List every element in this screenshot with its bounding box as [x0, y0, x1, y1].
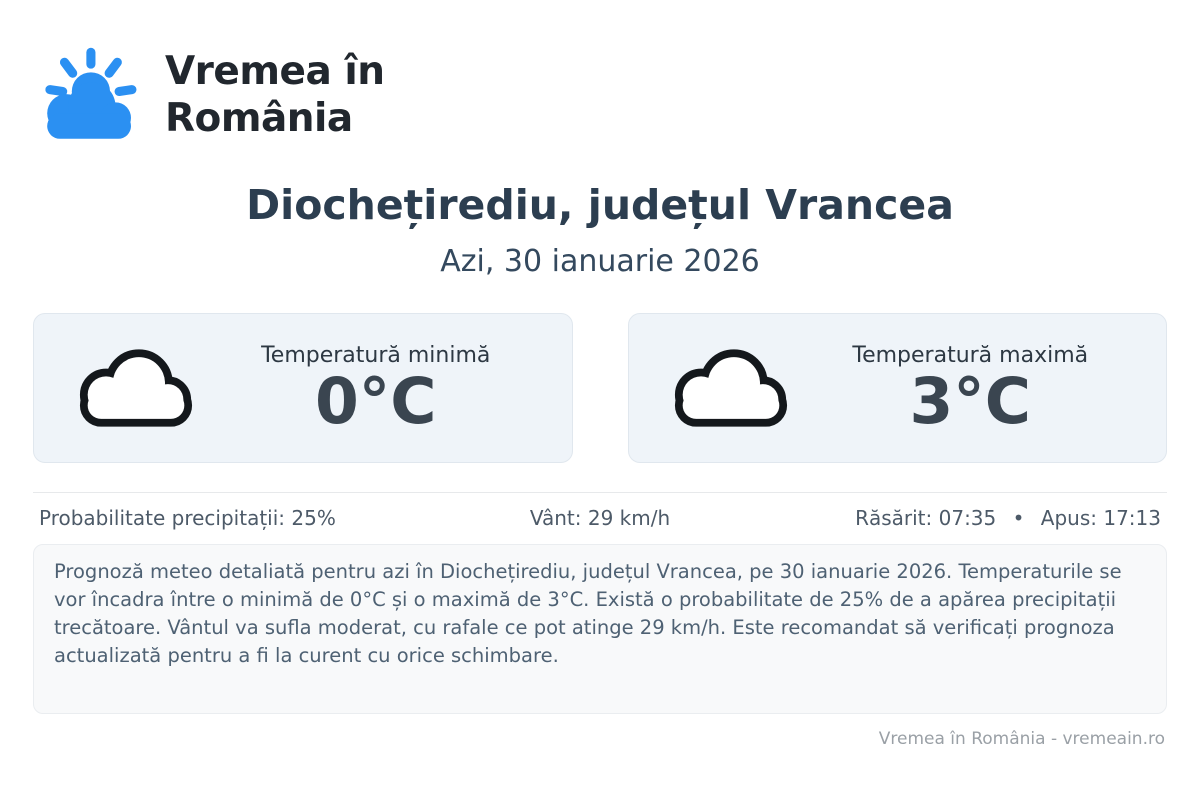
page-title: Diochețirediu, județul Vrancea [246, 181, 954, 229]
forecast-summary-box: Prognoză meteo detaliată pentru azi în D… [33, 544, 1167, 715]
min-temperature-card: Temperatură minimă 0°C [33, 313, 573, 464]
logo-line-2: România [165, 96, 353, 141]
dot-separator: • [1012, 506, 1025, 531]
cloud-icon [78, 349, 194, 427]
site-logo: Vremea în România [39, 0, 1167, 147]
max-temperature-label: Temperatură maximă [852, 342, 1089, 368]
max-temperature-card: Temperatură maximă 3°C [627, 313, 1167, 464]
precipitation-stat: Probabilitate precipitații: 25% [39, 506, 336, 531]
min-temperature-value: 0°C [314, 364, 437, 438]
max-temperature-value: 3°C [909, 364, 1032, 438]
site-logo-text: Vremea în România [165, 49, 385, 143]
forecast-summary-text: Prognoză meteo detaliată pentru azi în D… [54, 560, 1122, 668]
footer: Vremea în România - vremeain.ro [33, 729, 1167, 749]
temperature-cards: Temperatură minimă 0°C Temperatură maxim… [33, 313, 1167, 464]
section-divider [33, 492, 1167, 494]
sunrise-stat: Răsărit: 07:35 [855, 506, 997, 531]
footer-credit: Vremea în România - vremeain.ro [878, 729, 1165, 750]
wind-stat: Vânt: 29 km/h [529, 506, 671, 531]
sun-times-stat: Răsărit: 07:35 • Apus: 17:13 [787, 506, 1161, 530]
sun-cloud-icon [39, 45, 141, 147]
min-temperature-label: Temperatură minimă [261, 342, 491, 368]
cloud-icon [673, 349, 789, 427]
sunset-stat: Apus: 17:13 [1040, 506, 1161, 531]
logo-line-1: Vremea în [165, 49, 385, 95]
date-subtitle: Azi, 30 ianuarie 2026 [440, 244, 760, 280]
max-temperature-text: Temperatură maximă 3°C [789, 343, 1153, 434]
min-temperature-text: Temperatură minimă 0°C [194, 343, 558, 434]
stats-row: Probabilitate precipitații: 25% Vânt: 29… [33, 506, 1167, 530]
